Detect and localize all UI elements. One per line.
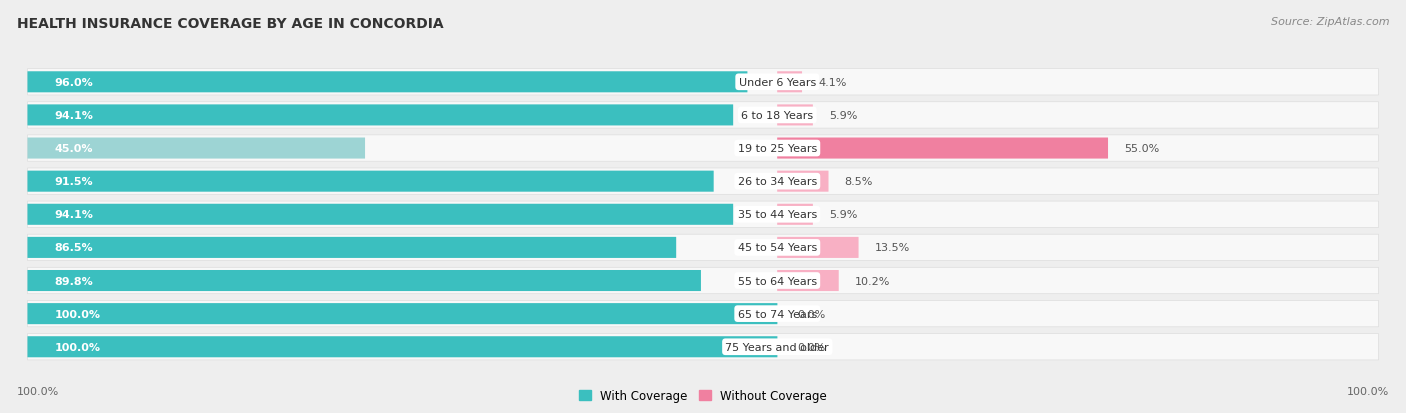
Text: 5.9%: 5.9%: [830, 210, 858, 220]
FancyBboxPatch shape: [778, 72, 801, 93]
FancyBboxPatch shape: [28, 169, 1378, 195]
FancyBboxPatch shape: [28, 304, 778, 324]
Text: 0.0%: 0.0%: [797, 342, 825, 352]
Text: 100.0%: 100.0%: [55, 342, 101, 352]
FancyBboxPatch shape: [28, 204, 733, 225]
Text: Under 6 Years: Under 6 Years: [738, 78, 815, 88]
FancyBboxPatch shape: [778, 171, 828, 192]
Text: 0.0%: 0.0%: [797, 309, 825, 319]
FancyBboxPatch shape: [28, 72, 748, 93]
Text: 86.5%: 86.5%: [55, 243, 93, 253]
Text: 13.5%: 13.5%: [875, 243, 910, 253]
Text: 65 to 74 Years: 65 to 74 Years: [738, 309, 817, 319]
Text: Source: ZipAtlas.com: Source: ZipAtlas.com: [1271, 17, 1389, 26]
Text: 100.0%: 100.0%: [1347, 387, 1389, 396]
Text: 96.0%: 96.0%: [55, 78, 93, 88]
Text: 100.0%: 100.0%: [17, 387, 59, 396]
FancyBboxPatch shape: [28, 171, 714, 192]
FancyBboxPatch shape: [28, 237, 676, 258]
Text: 5.9%: 5.9%: [830, 111, 858, 121]
Text: 94.1%: 94.1%: [55, 111, 93, 121]
Text: 94.1%: 94.1%: [55, 210, 93, 220]
FancyBboxPatch shape: [28, 105, 733, 126]
Text: 26 to 34 Years: 26 to 34 Years: [738, 177, 817, 187]
FancyBboxPatch shape: [28, 69, 1378, 96]
FancyBboxPatch shape: [778, 237, 859, 258]
FancyBboxPatch shape: [28, 334, 1378, 360]
Text: 10.2%: 10.2%: [855, 276, 890, 286]
Text: 35 to 44 Years: 35 to 44 Years: [738, 210, 817, 220]
Legend: With Coverage, Without Coverage: With Coverage, Without Coverage: [574, 385, 832, 407]
FancyBboxPatch shape: [28, 135, 1378, 162]
Text: 75 Years and older: 75 Years and older: [725, 342, 830, 352]
Text: 6 to 18 Years: 6 to 18 Years: [741, 111, 813, 121]
FancyBboxPatch shape: [28, 202, 1378, 228]
FancyBboxPatch shape: [778, 204, 813, 225]
Text: 19 to 25 Years: 19 to 25 Years: [738, 144, 817, 154]
FancyBboxPatch shape: [778, 271, 839, 291]
Text: 91.5%: 91.5%: [55, 177, 93, 187]
Text: 55.0%: 55.0%: [1125, 144, 1160, 154]
FancyBboxPatch shape: [28, 268, 1378, 294]
FancyBboxPatch shape: [778, 105, 813, 126]
FancyBboxPatch shape: [28, 235, 1378, 261]
Text: 45.0%: 45.0%: [55, 144, 93, 154]
FancyBboxPatch shape: [28, 337, 778, 357]
Text: 89.8%: 89.8%: [55, 276, 93, 286]
FancyBboxPatch shape: [28, 138, 366, 159]
Text: 55 to 64 Years: 55 to 64 Years: [738, 276, 817, 286]
FancyBboxPatch shape: [778, 138, 1108, 159]
Text: HEALTH INSURANCE COVERAGE BY AGE IN CONCORDIA: HEALTH INSURANCE COVERAGE BY AGE IN CONC…: [17, 17, 443, 31]
FancyBboxPatch shape: [28, 102, 1378, 129]
Text: 8.5%: 8.5%: [845, 177, 873, 187]
FancyBboxPatch shape: [28, 301, 1378, 327]
Text: 4.1%: 4.1%: [818, 78, 846, 88]
FancyBboxPatch shape: [28, 271, 702, 291]
Text: 45 to 54 Years: 45 to 54 Years: [738, 243, 817, 253]
Text: 100.0%: 100.0%: [55, 309, 101, 319]
